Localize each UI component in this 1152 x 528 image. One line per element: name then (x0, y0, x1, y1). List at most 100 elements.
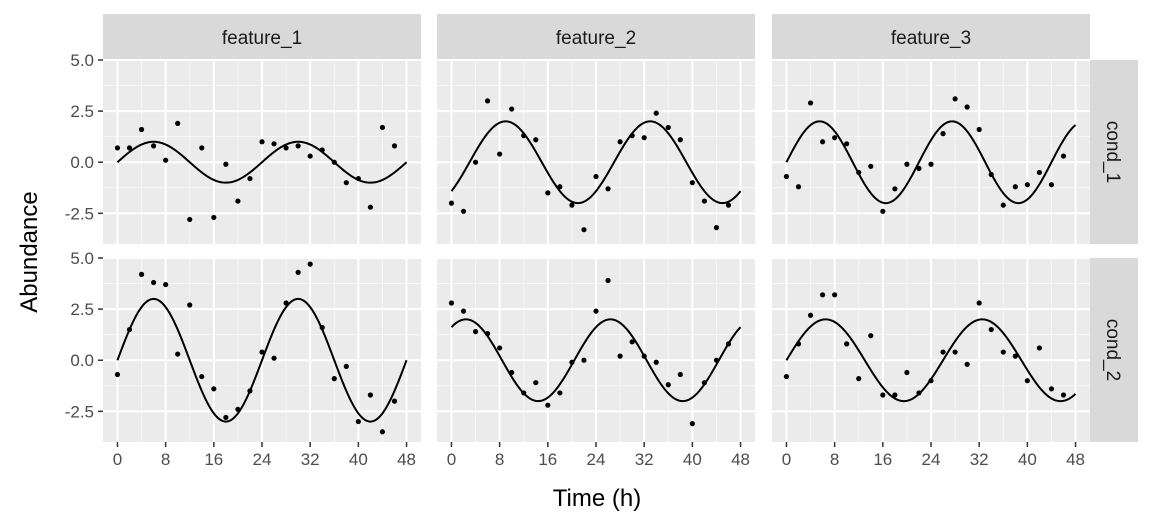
data-point (472, 159, 479, 165)
y-tick-label: 2.5 (70, 102, 94, 121)
data-point (114, 145, 121, 151)
data-point (247, 175, 253, 182)
data-point (665, 124, 671, 131)
data-point (533, 380, 539, 386)
data-point (807, 100, 814, 106)
data-point (641, 353, 647, 359)
data-point (259, 349, 265, 355)
x-tick-label: 24 (922, 450, 941, 469)
data-point (1000, 202, 1006, 208)
data-point (509, 106, 515, 112)
data-point (163, 281, 169, 288)
data-point (868, 163, 874, 169)
x-tick-label: 32 (301, 450, 320, 469)
x-tick-label: 40 (349, 450, 368, 469)
y-tick-label: -2.5 (65, 402, 94, 421)
data-point (1060, 153, 1067, 159)
strip-label-feature_1: feature_1 (222, 28, 302, 49)
data-point (460, 208, 467, 214)
y-tick-label: 0.0 (70, 153, 94, 172)
x-tick-label: 16 (204, 450, 223, 469)
data-point (150, 279, 157, 286)
data-point (819, 292, 826, 298)
data-point (856, 169, 862, 176)
data-point (175, 120, 181, 126)
data-point (343, 180, 349, 186)
data-point (988, 326, 994, 333)
data-point (964, 361, 970, 367)
fit-line (450, 120, 742, 205)
data-point (484, 98, 491, 104)
data-point (1060, 392, 1067, 398)
data-point (605, 186, 611, 192)
strip-feature_1 (103, 14, 421, 60)
data-point (976, 300, 982, 306)
data-point (355, 418, 361, 425)
data-point (187, 216, 193, 223)
data-point (832, 135, 838, 141)
data-point (379, 429, 386, 435)
data-point (126, 326, 133, 333)
strip-label-feature_2: feature_2 (556, 28, 636, 49)
data-point (295, 143, 301, 149)
data-point (892, 392, 898, 398)
data-point (928, 161, 934, 167)
data-point (175, 351, 181, 357)
x-tick-label: 24 (587, 450, 606, 469)
data-point (379, 124, 386, 131)
data-point (689, 421, 695, 427)
data-point (807, 312, 814, 318)
data-point (581, 357, 587, 363)
data-point (307, 153, 313, 159)
data-point (904, 161, 910, 167)
data-point (629, 133, 635, 139)
data-point (940, 131, 946, 137)
strip-cond_1 (1090, 60, 1138, 244)
strip-feature_2 (437, 14, 755, 60)
data-point (689, 180, 695, 186)
data-point (1048, 386, 1055, 392)
data-point (448, 300, 455, 306)
data-point (126, 145, 133, 151)
x-tick-label: 48 (397, 450, 416, 469)
data-point (795, 184, 802, 190)
data-point (713, 225, 720, 231)
data-point (343, 363, 349, 369)
data-point (283, 145, 289, 151)
data-point (367, 392, 374, 398)
x-tick-label: 0 (113, 450, 122, 469)
y-tick-label: -2.5 (65, 204, 94, 223)
panels-layer: feature_1 feature_2 feature_3 cond_1 cond_2 (103, 14, 1138, 442)
data-point (367, 204, 374, 210)
data-point (187, 302, 193, 308)
data-point (391, 143, 398, 149)
data-point (545, 190, 551, 196)
data-point (557, 390, 563, 396)
x-tick-label: 16 (873, 450, 892, 469)
axes-layer: -2.5 0.0 2.5 5.0 -2.5 0.0 2.5 5.0 0 8 16 24 32 40 48 0 8… (65, 51, 1085, 469)
data-point (199, 145, 205, 151)
data-point (783, 373, 790, 380)
data-point (271, 355, 277, 361)
data-point (509, 369, 515, 376)
x-tick-label: 0 (447, 450, 456, 469)
data-point (581, 227, 587, 233)
data-point (484, 331, 491, 337)
data-point (916, 390, 922, 396)
x-tick-label: 8 (495, 450, 504, 469)
data-point (701, 198, 708, 204)
data-point (331, 159, 337, 165)
data-point (952, 96, 958, 102)
data-point (545, 402, 551, 408)
data-point (832, 292, 838, 298)
data-point (677, 371, 683, 378)
strip-feature_3 (772, 14, 1090, 60)
data-point (223, 414, 229, 421)
data-point (617, 353, 623, 359)
data-point (355, 175, 361, 182)
data-point (533, 137, 539, 143)
x-tick-label: 8 (161, 450, 170, 469)
data-point (593, 308, 599, 314)
data-point (163, 157, 169, 163)
data-point (988, 171, 994, 178)
